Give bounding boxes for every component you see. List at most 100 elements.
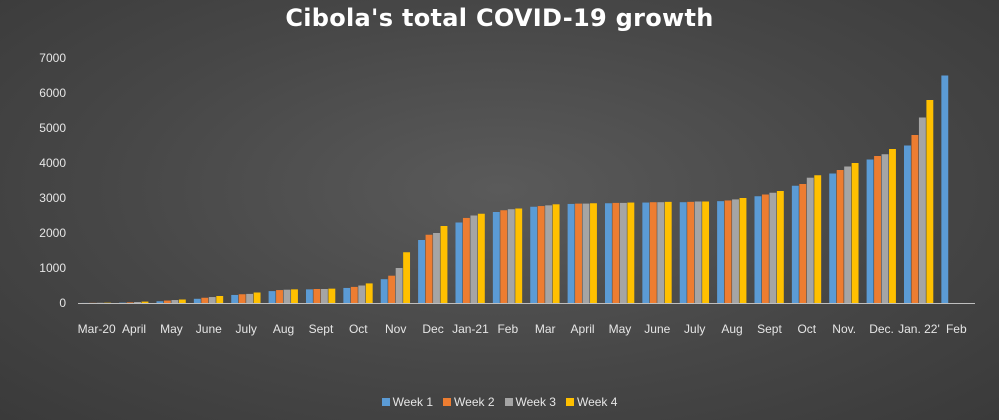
bar: [238, 294, 246, 303]
bar: [253, 292, 261, 303]
bar: [178, 299, 186, 303]
bar: [141, 301, 149, 303]
bar: [866, 159, 874, 303]
bar: [619, 202, 627, 303]
legend-item: Week 4: [565, 395, 618, 409]
bar: [769, 192, 777, 303]
bar: [515, 208, 523, 303]
bar: [657, 202, 665, 303]
bar: [941, 75, 949, 303]
bar: [806, 177, 814, 303]
bar: [163, 300, 171, 303]
bar: [462, 217, 470, 303]
bar: [649, 202, 657, 303]
x-tick-label: Aug: [273, 322, 294, 336]
x-tick-label: Aug: [721, 322, 742, 336]
bar: [126, 302, 134, 303]
bar: [567, 203, 575, 303]
x-tick-label: July: [236, 322, 257, 336]
x-tick-label: Feb: [946, 322, 967, 336]
x-tick-label: June: [644, 322, 670, 336]
legend: Week 1 Week 2 Week 3 Week 4: [0, 395, 999, 409]
x-tick-label: Oct: [349, 322, 368, 336]
bar: [328, 288, 336, 303]
bar: [208, 297, 216, 303]
bar: [156, 301, 164, 303]
bar: [918, 117, 926, 303]
bar: [492, 212, 500, 303]
bar: [530, 206, 538, 303]
bar: [851, 163, 859, 303]
x-tick-label: Sept: [309, 322, 334, 336]
bar: [612, 202, 620, 303]
legend-label: Week 2: [454, 395, 495, 409]
bar: [926, 100, 934, 303]
x-tick-label: June: [196, 322, 222, 336]
bar: [134, 302, 141, 303]
bar: [829, 173, 837, 303]
y-tick-label: 1000: [39, 261, 66, 275]
x-tick-label: Mar-20: [78, 322, 116, 336]
x-tick-label: Jan. 22': [898, 322, 940, 336]
bar: [552, 204, 560, 303]
legend-label: Week 3: [515, 395, 556, 409]
bar: [455, 222, 463, 303]
y-tick-label: 6000: [39, 86, 66, 100]
bar: [881, 154, 889, 303]
bar: [604, 203, 612, 303]
bar: [717, 201, 724, 303]
bar: [246, 293, 254, 303]
x-axis-ticks: Mar-20 April May June July Aug Sept Oct Nov Dec Ja…: [78, 322, 967, 336]
x-tick-label: Jan-21: [452, 322, 489, 336]
bar: [350, 286, 358, 303]
bar: [418, 240, 425, 303]
bar: [874, 156, 881, 303]
bar: [313, 289, 321, 303]
legend-label: Week 1: [392, 395, 434, 409]
bar: [702, 201, 710, 303]
bar: [291, 289, 298, 303]
legend-label: Week 4: [576, 395, 618, 409]
x-tick-label: April: [122, 322, 146, 336]
bar: [903, 145, 911, 303]
bar: [388, 275, 396, 303]
x-tick-label: Mar: [535, 322, 556, 336]
x-tick-label: Feb: [497, 322, 518, 336]
y-tick-label: 5000: [39, 121, 66, 135]
bar: [276, 290, 283, 303]
bar: [664, 201, 672, 303]
bar: [799, 184, 807, 303]
legend-swatch: [443, 398, 452, 406]
bar: [761, 194, 769, 303]
y-tick-label: 7000: [39, 51, 66, 65]
x-tick-label: April: [571, 322, 595, 336]
bar: [911, 135, 919, 303]
bar: [836, 170, 844, 303]
bar: [582, 203, 590, 303]
bar: [403, 252, 411, 303]
x-tick-label: Oct: [797, 322, 816, 336]
bar: [231, 294, 239, 303]
x-tick-label: Nov.: [832, 322, 856, 336]
x-tick-label: Nov: [385, 322, 406, 336]
y-tick-label: 0: [59, 296, 66, 310]
legend-item: Week 2: [443, 395, 495, 409]
bar: [627, 202, 635, 303]
x-tick-label: Sept: [757, 322, 782, 336]
bar: [575, 203, 582, 303]
bar: [433, 233, 440, 303]
bar: [507, 209, 515, 303]
bar: [119, 302, 126, 304]
bar: [201, 297, 209, 303]
chart-title: Cibola's total COVID-19 growth: [285, 4, 714, 32]
bars: [81, 75, 949, 304]
bar: [754, 196, 762, 303]
bar: [358, 285, 366, 303]
bar: [305, 289, 313, 303]
bar: [343, 287, 351, 303]
bar: [739, 198, 747, 303]
bar: [380, 279, 388, 303]
bar: [500, 210, 508, 303]
bar: [537, 206, 545, 303]
